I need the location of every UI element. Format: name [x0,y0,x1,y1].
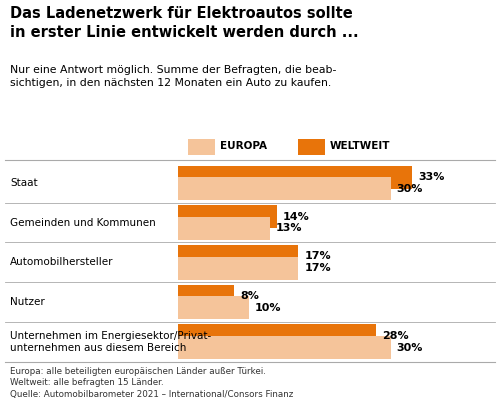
Text: Staat: Staat [10,178,38,188]
FancyBboxPatch shape [178,257,298,280]
FancyBboxPatch shape [178,217,270,240]
Text: 17%: 17% [304,263,331,273]
Text: WELTWEIT: WELTWEIT [330,141,390,151]
Text: 17%: 17% [304,252,331,261]
Text: EUROPA: EUROPA [220,141,267,151]
Text: 30%: 30% [396,343,423,352]
Text: 30%: 30% [396,184,423,194]
Text: Das Ladenetzwerk für Elektroautos sollte
in erster Linie entwickelt werden durch: Das Ladenetzwerk für Elektroautos sollte… [10,6,358,40]
Text: 33%: 33% [418,172,444,182]
Text: 14%: 14% [283,212,310,222]
Text: Unternehmen im Energiesektor/Privat-
unternehmen aus diesem Bereich: Unternehmen im Energiesektor/Privat- unt… [10,331,211,353]
Text: Europa: alle beteiligten europäischen Länder außer Türkei.
Weltweit: alle befrag: Europa: alle beteiligten europäischen Lä… [10,367,294,399]
FancyBboxPatch shape [178,166,412,189]
Text: Nur eine Antwort möglich. Summe der Befragten, die beab-
sichtigen, in den nächs: Nur eine Antwort möglich. Summe der Befr… [10,65,336,88]
FancyBboxPatch shape [298,139,325,155]
FancyBboxPatch shape [178,177,390,200]
FancyBboxPatch shape [188,139,215,155]
FancyBboxPatch shape [178,245,298,268]
FancyBboxPatch shape [178,336,390,359]
FancyBboxPatch shape [178,324,376,347]
FancyBboxPatch shape [178,285,234,308]
FancyBboxPatch shape [178,205,277,228]
FancyBboxPatch shape [178,296,248,319]
Text: Gemeinden und Kommunen: Gemeinden und Kommunen [10,218,156,227]
Text: 8%: 8% [240,291,259,301]
Text: 13%: 13% [276,224,302,233]
Text: Automobilhersteller: Automobilhersteller [10,257,114,267]
Text: 10%: 10% [254,303,281,313]
Text: 28%: 28% [382,331,409,341]
Text: Nutzer: Nutzer [10,297,45,307]
